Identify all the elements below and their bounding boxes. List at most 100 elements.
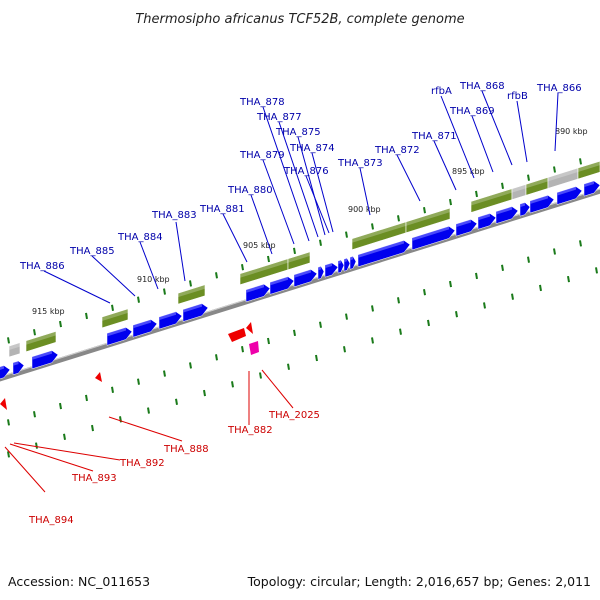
tick-mark bbox=[511, 293, 514, 300]
feature-highlight bbox=[288, 251, 310, 263]
reverse-gene-arrow[interactable] bbox=[95, 372, 102, 382]
reverse-gene-arrow[interactable] bbox=[0, 398, 7, 410]
feature-highlight bbox=[9, 342, 20, 351]
tick-mark bbox=[553, 166, 556, 173]
feature-highlight bbox=[406, 208, 450, 226]
gene-highlight bbox=[557, 186, 576, 196]
cds-feature-block[interactable] bbox=[577, 160, 600, 180]
tick-mark bbox=[33, 329, 36, 336]
tick-label: 900 kbp bbox=[348, 205, 381, 214]
tick-mark bbox=[287, 363, 290, 370]
reverse-gene-arrow[interactable] bbox=[228, 328, 246, 342]
gene-highlight bbox=[344, 258, 347, 263]
gene-label-tha-878[interactable]: THA_878 bbox=[239, 97, 285, 108]
cds-feature-block[interactable] bbox=[177, 284, 206, 305]
tick-mark bbox=[595, 267, 598, 274]
tick-mark bbox=[455, 311, 458, 318]
gene-label-tha-882[interactable]: THA_882 bbox=[227, 425, 273, 436]
tick-mark bbox=[371, 337, 374, 344]
tick-mark bbox=[7, 337, 10, 344]
gene-label-tha-869[interactable]: THA_869 bbox=[449, 106, 495, 117]
gene-label-tha-866[interactable]: THA_866 bbox=[536, 83, 582, 94]
tick-mark bbox=[449, 280, 452, 288]
gene-label-tha-877[interactable]: THA_877 bbox=[256, 112, 302, 123]
gene-label-tha-875[interactable]: THA_875 bbox=[275, 127, 321, 138]
feature-highlight bbox=[26, 331, 56, 345]
gene-label-tha-886[interactable]: THA_886 bbox=[19, 261, 65, 272]
tick-mark bbox=[293, 329, 296, 337]
tick-marks bbox=[7, 158, 598, 458]
feature-highlight bbox=[471, 188, 512, 206]
tick-mark bbox=[137, 378, 140, 385]
feature-highlight bbox=[178, 284, 205, 298]
gene-highlight bbox=[0, 365, 4, 370]
cds-feature-block[interactable] bbox=[101, 308, 129, 329]
gene-label-tha-880[interactable]: THA_880 bbox=[227, 185, 273, 196]
gene-label-tha-871[interactable]: THA_871 bbox=[411, 131, 457, 142]
cds-feature-block[interactable] bbox=[287, 251, 311, 271]
gene-label-tha-2025[interactable]: THA_2025 bbox=[268, 410, 320, 421]
tick-mark bbox=[189, 362, 192, 369]
tick-mark bbox=[267, 255, 270, 263]
gene-label-tha-888[interactable]: THA_888 bbox=[163, 444, 209, 455]
cds-feature-track bbox=[8, 160, 600, 358]
tick-mark bbox=[319, 321, 322, 328]
reverse-gene-arrow[interactable] bbox=[246, 322, 253, 334]
tick-mark bbox=[343, 346, 346, 353]
gene-label-tha-894[interactable]: THA_894 bbox=[28, 515, 74, 526]
gene-highlight bbox=[584, 181, 594, 188]
tick-mark bbox=[553, 248, 556, 255]
reverse-gene-labels: THA_894 THA_893 THA_892 THA_888 THA_882 … bbox=[28, 410, 320, 526]
gene-label-tha-873[interactable]: THA_873 bbox=[337, 158, 383, 169]
gene-highlight bbox=[325, 262, 332, 269]
tick-mark bbox=[175, 398, 178, 405]
reverse-leader-lines bbox=[4, 369, 294, 493]
gene-label-tha-872[interactable]: THA_872 bbox=[374, 145, 420, 156]
gene-label-tha-868[interactable]: THA_868 bbox=[459, 81, 505, 92]
tick-mark bbox=[475, 190, 478, 198]
tick-mark bbox=[163, 370, 166, 377]
tick-mark bbox=[7, 451, 10, 458]
tick-mark bbox=[371, 305, 374, 312]
tick-mark bbox=[319, 239, 322, 246]
gene-label-tha-884[interactable]: THA_884 bbox=[117, 232, 163, 243]
gene-highlight bbox=[496, 206, 512, 215]
forward-gene-labels: THA_886 THA_885 THA_884 THA_883 THA_881 … bbox=[19, 81, 582, 272]
gene-label-tha-881[interactable]: THA_881 bbox=[199, 204, 245, 215]
gene-label-tha-876[interactable]: THA_876 bbox=[283, 166, 329, 177]
gene-highlight bbox=[478, 213, 490, 221]
tick-mark bbox=[483, 302, 486, 309]
tick-mark bbox=[259, 372, 262, 379]
tick-mark bbox=[501, 264, 504, 271]
gene-label-tha-885[interactable]: THA_885 bbox=[69, 246, 115, 257]
gene-highlight bbox=[338, 260, 341, 265]
gene-label-tha-874[interactable]: THA_874 bbox=[289, 143, 335, 154]
gene-label-rfbb[interactable]: rfbB bbox=[507, 91, 528, 102]
gene-highlight bbox=[183, 303, 202, 313]
gene-label-rfba[interactable]: rfbA bbox=[431, 86, 452, 97]
tick-mark bbox=[397, 297, 400, 304]
cds-feature-block[interactable] bbox=[25, 330, 57, 353]
gene-label-tha-883[interactable]: THA_883 bbox=[151, 210, 197, 221]
tick-mark bbox=[427, 319, 430, 327]
tick-label: 895 kbp bbox=[452, 167, 485, 176]
tick-mark bbox=[231, 381, 234, 388]
gene-highlight bbox=[133, 319, 151, 329]
tick-mark bbox=[567, 275, 570, 283]
rna-gene-arrow[interactable] bbox=[249, 341, 259, 355]
tick-mark bbox=[527, 256, 530, 263]
cds-feature-block[interactable] bbox=[405, 207, 451, 234]
gene-label-tha-892[interactable]: THA_892 bbox=[119, 458, 165, 469]
gene-highlight bbox=[318, 266, 321, 271]
gene-highlight bbox=[530, 195, 548, 205]
feature-highlight bbox=[578, 161, 600, 173]
tick-mark bbox=[241, 345, 244, 353]
gene-highlight bbox=[270, 276, 288, 286]
gene-label-tha-879[interactable]: THA_879 bbox=[239, 150, 285, 161]
tick-mark bbox=[399, 328, 402, 335]
pseudo-feature-block[interactable] bbox=[8, 342, 21, 358]
tick-mark bbox=[85, 312, 88, 320]
gene-label-tha-893[interactable]: THA_893 bbox=[71, 473, 117, 484]
